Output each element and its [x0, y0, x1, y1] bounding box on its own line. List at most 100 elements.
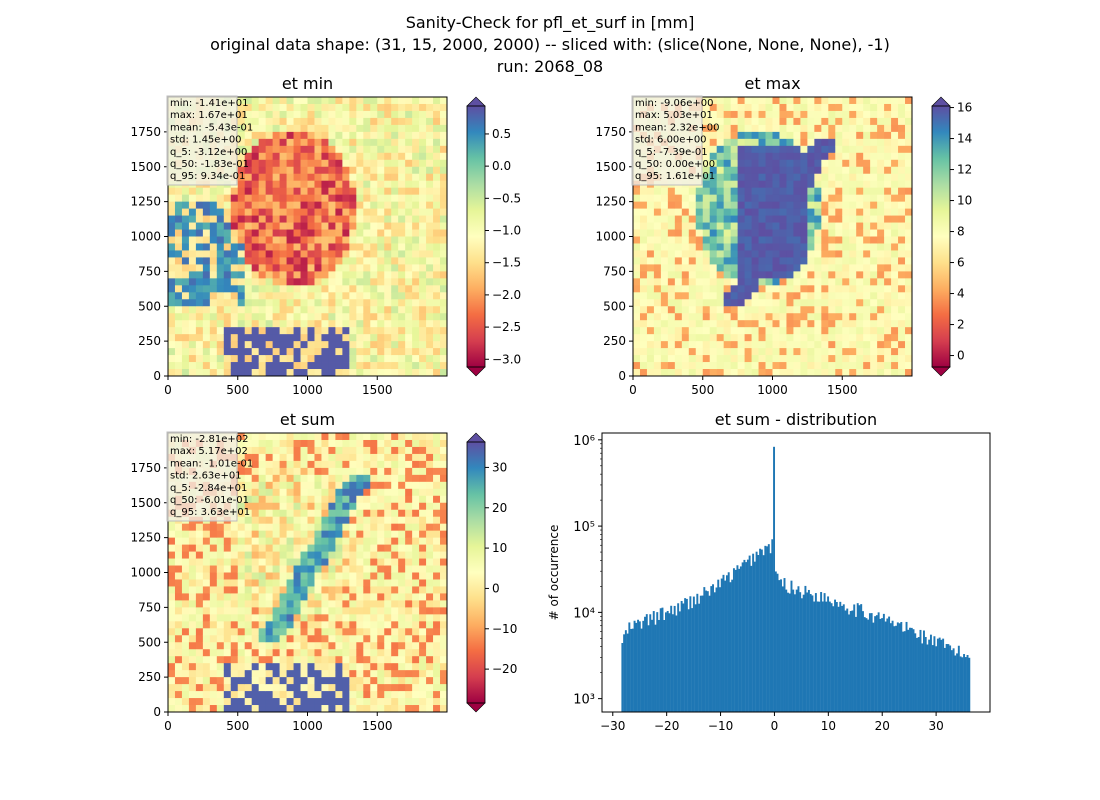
- heatmap-cell: [244, 467, 253, 476]
- heatmap-cell: [384, 481, 392, 490]
- heatmap-cell: [356, 278, 364, 286]
- heatmap-cell: [384, 257, 392, 265]
- heatmap-cell: [702, 180, 711, 189]
- heatmap-cell: [181, 250, 190, 258]
- heatmap-cell: [391, 208, 399, 216]
- heatmap-cell: [293, 698, 301, 706]
- heatmap-cell: [335, 110, 343, 119]
- heatmap-cell: [412, 474, 420, 483]
- heatmap-cell: [356, 264, 364, 272]
- heatmap-cell: [419, 670, 427, 678]
- heatmap-cell: [433, 544, 441, 552]
- heatmap-cell: [307, 201, 315, 210]
- heatmap-cell: [377, 271, 385, 279]
- heatmap-cell: [688, 362, 697, 370]
- heatmap-cell: [751, 292, 759, 300]
- heatmap-cell: [321, 334, 329, 342]
- stats-line: mean: -1.01e-01: [170, 458, 253, 469]
- heatmap-cell: [793, 327, 801, 335]
- heatmap-cell: [870, 264, 878, 272]
- heatmap-cell: [877, 320, 885, 328]
- heatmap-cell: [412, 593, 420, 601]
- heatmap-cell: [244, 341, 253, 349]
- heatmap-cell: [244, 502, 253, 511]
- colorbar-tick-label: 14: [957, 132, 972, 146]
- heatmap-cell: [821, 320, 829, 328]
- heatmap-cell: [384, 537, 392, 546]
- heatmap-cell: [821, 355, 829, 363]
- heatmap-cell: [286, 509, 294, 518]
- heatmap-cell: [370, 159, 378, 168]
- heatmap-cell: [279, 285, 287, 293]
- heatmap-cell: [195, 334, 204, 342]
- heatmap-cell: [433, 145, 441, 154]
- colorbar-tick-label: 12: [957, 163, 972, 177]
- heatmap-cell: [863, 285, 871, 293]
- heatmap-cell: [216, 271, 225, 279]
- heatmap-cell: [737, 159, 746, 168]
- heatmap-cell: [412, 341, 420, 349]
- heatmap-cell: [258, 705, 267, 713]
- heatmap-cell: [793, 278, 801, 286]
- heatmap-cell: [335, 460, 343, 469]
- heatmap-cell: [363, 117, 371, 126]
- heatmap-cell: [870, 145, 878, 154]
- heatmap-cell: [807, 313, 815, 321]
- heatmap-cell: [730, 278, 739, 286]
- heatmap-cell: [356, 145, 364, 154]
- heatmap-cell: [363, 649, 371, 657]
- heatmap-cell: [391, 474, 399, 483]
- heatmap-cell: [293, 460, 301, 469]
- heatmap-cell: [363, 320, 371, 328]
- heatmap-cell: [800, 103, 808, 112]
- heatmap-cell: [412, 348, 420, 356]
- heatmap-cell: [300, 677, 308, 685]
- heatmap-cell: [653, 369, 662, 377]
- heatmap-cell: [307, 264, 315, 272]
- heatmap-cell: [168, 369, 176, 377]
- heatmap-cell: [440, 348, 448, 356]
- heatmap-cell: [342, 614, 350, 622]
- heatmap-cell: [849, 222, 857, 230]
- heatmap-cell: [307, 558, 315, 566]
- heatmap-cell: [377, 621, 385, 629]
- heatmap-cell: [370, 243, 378, 251]
- heatmap-cell: [779, 208, 787, 216]
- heatmap-cell: [188, 355, 197, 363]
- heatmap-cell: [258, 173, 267, 182]
- heatmap-cell: [244, 698, 253, 706]
- heatmap-cell: [891, 313, 899, 321]
- heatmap-cell: [807, 138, 815, 147]
- heatmap-cell: [174, 705, 183, 713]
- heatmap-cell: [751, 97, 759, 105]
- heatmap-cell: [688, 285, 697, 293]
- heatmap-cell: [412, 180, 420, 189]
- heatmap-cell: [188, 208, 197, 216]
- heatmap-cell: [891, 229, 899, 237]
- heatmap-cell: [328, 579, 336, 587]
- heatmap-cell: [633, 320, 641, 328]
- heatmap-cell: [807, 299, 815, 307]
- y-tick-label: 1000: [130, 230, 161, 244]
- heatmap-cell: [377, 649, 385, 657]
- heatmap-cell: [426, 264, 434, 272]
- heatmap-cell: [398, 579, 406, 587]
- heatmap-cell: [314, 635, 322, 643]
- colorbar-tick-label: −2.0: [492, 288, 521, 302]
- heatmap-cell: [377, 138, 385, 147]
- heatmap-cell: [174, 369, 183, 377]
- heatmap-cell: [286, 523, 294, 532]
- heatmap-cell: [356, 628, 364, 636]
- heatmap-cell: [272, 474, 281, 483]
- colorbar-tick-label: −0.5: [492, 191, 521, 205]
- heatmap-cell: [321, 215, 329, 223]
- heatmap-cell: [765, 194, 773, 203]
- heatmap-cell: [251, 299, 260, 307]
- heatmap-cell: [891, 327, 899, 335]
- heatmap-cell: [286, 306, 294, 314]
- heatmap-cell: [433, 572, 441, 580]
- heatmap-cell: [688, 222, 697, 230]
- heatmap-cell: [258, 369, 267, 377]
- heatmap-cell: [398, 117, 406, 126]
- heatmap-cell: [321, 327, 329, 335]
